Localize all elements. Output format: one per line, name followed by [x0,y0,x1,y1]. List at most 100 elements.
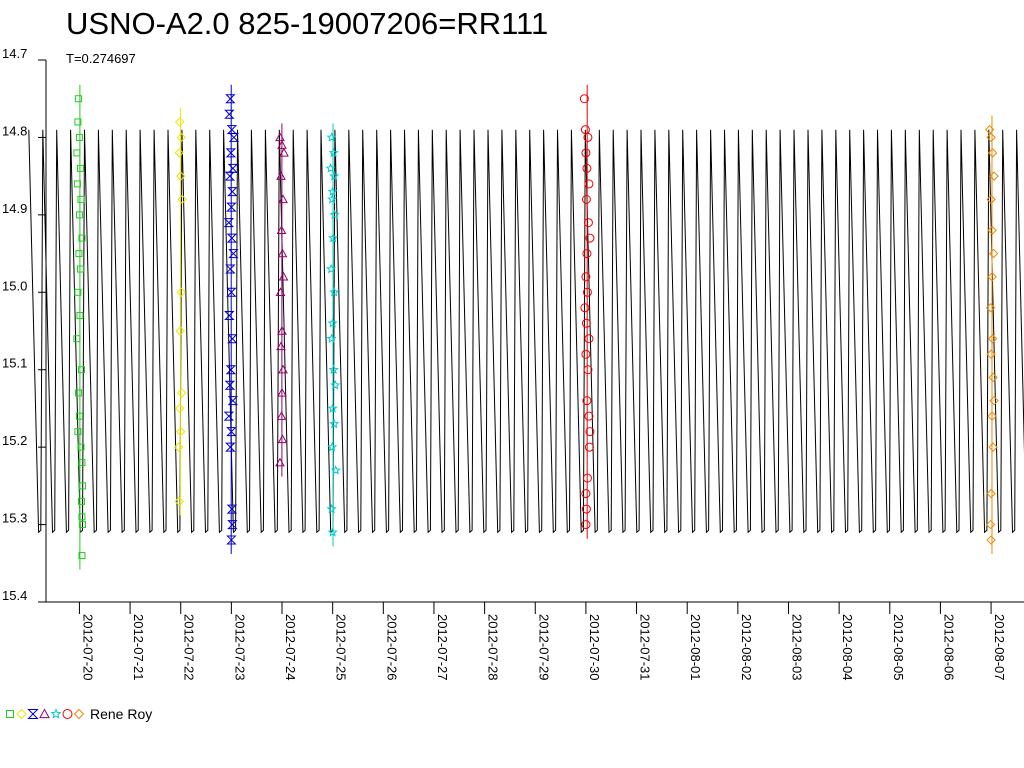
data-point [228,249,239,259]
data-point [275,132,285,142]
x-tick-label: 2012-07-31 [638,614,653,681]
observation-series [173,107,187,516]
data-point [78,234,86,242]
model-light-curve [0,129,1024,763]
legend-marker [27,709,39,719]
legend: Rene Roy [4,704,152,724]
observation-series [325,123,341,547]
data-point [225,94,236,104]
data-point [228,132,240,142]
data-point [78,521,86,529]
data-point [986,535,996,545]
data-point [987,148,998,158]
data-point [223,218,235,228]
data-point [175,326,185,336]
data-point [584,411,594,421]
data-point [326,263,337,274]
data-point [984,124,995,135]
data-point [326,503,337,514]
observation-series [984,115,999,555]
data-point [225,442,236,452]
y-tick-label: 14.7 [2,46,27,61]
data-point [987,411,997,421]
data-point [74,428,82,436]
data-point [74,118,82,126]
data-point [986,132,996,143]
data-point [581,349,591,359]
data-point [985,303,996,313]
data-point [77,195,85,203]
data-point [582,249,592,259]
x-tick-label: 2012-07-24 [283,614,298,681]
data-point [177,194,187,205]
data-point [226,202,237,212]
data-point [585,233,595,243]
data-point [226,427,237,437]
y-axis: 14.7 14.8 14.9 15.0 15.1 15.2 15.3 15.4 [2,46,47,603]
data-point [329,170,340,181]
data-point [76,265,84,273]
data-point [581,194,591,204]
x-axis: 2012-07-20 2012-07-21 2012-07-22 2012-07-23… [46,601,1024,681]
data-point [989,171,999,181]
data-point [581,272,591,282]
data-point [276,225,287,235]
legend-marker [16,708,27,720]
data-point [279,147,289,157]
x-tick-label: 2012-07-26 [384,614,399,681]
data-point [78,513,86,521]
data-point [579,94,589,104]
data-point [988,372,998,383]
y-tick-label: 14.9 [2,201,27,216]
data-point [585,427,595,437]
x-tick-label: 2012-07-20 [80,614,95,681]
data-point [176,287,186,297]
data-point [176,171,186,181]
data-point [581,148,591,158]
data-point [226,287,237,297]
data-point [330,379,341,390]
data-point [75,412,83,420]
data-point [175,117,185,127]
chart-title: USNO-A2.0 825-19007206=RR111 [66,6,549,41]
data-point [327,403,338,413]
data-point [225,148,237,158]
data-point [986,349,996,359]
data-point [78,552,86,560]
data-point [987,272,997,282]
legend-marker [50,708,62,719]
data-point [327,194,338,204]
x-tick-label: 2012-07-23 [232,614,247,681]
data-point [582,473,592,483]
data-point [329,209,340,220]
data-point [582,287,592,297]
data-point [73,335,81,343]
data-point [581,504,591,514]
legend-marker [62,709,73,719]
data-point [74,389,82,397]
observation-series [275,123,289,477]
x-tick-label: 2012-08-04 [840,614,855,681]
data-point [227,187,238,197]
period-label: T=0.274697 [66,51,136,66]
observation-series [73,84,86,570]
data-point [225,264,236,274]
data-point [225,365,237,375]
plot-mask [0,603,1024,763]
data-point [988,442,998,452]
x-tick-label: 2012-08-05 [891,614,906,681]
x-tick-label: 2012-08-02 [739,614,754,681]
data-point [223,411,235,421]
data-point [227,163,239,173]
data-point [581,520,591,530]
data-point [226,233,238,243]
y-tick-label: 15.4 [2,588,27,603]
data-point [327,526,338,537]
data-point [78,459,86,467]
data-point [173,442,184,452]
data-point [581,318,591,328]
data-point [987,334,998,344]
data-point [277,248,288,258]
data-point [988,248,999,259]
data-point [227,520,238,530]
